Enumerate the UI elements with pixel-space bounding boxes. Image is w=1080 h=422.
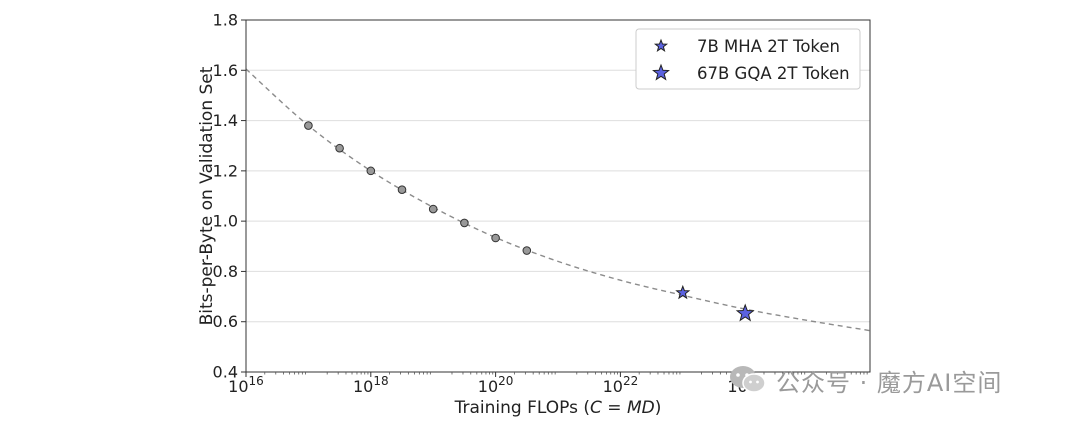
y-tick-label: 0.6 [213, 312, 238, 331]
star-67b-gqa [735, 303, 755, 322]
experiment-point [397, 185, 407, 195]
legend-label-67b: 67B GQA 2T Token [697, 64, 850, 83]
y-tick-label: 1.4 [213, 111, 238, 130]
y-tick-label: 0.4 [213, 363, 238, 382]
y-ticks: 0.4 0.6 0.8 1.0 1.2 1.4 1.6 1.8 [213, 11, 246, 382]
experiment-point [366, 166, 376, 176]
y-axis-label: Bits-per-Byte on Validation Set [197, 66, 217, 325]
experiment-point [522, 246, 532, 255]
x-tick-label: 1020 [478, 374, 514, 396]
watermark-text: 公众号 · 魔方AI空间 [776, 368, 1003, 397]
experiment-point [460, 218, 469, 228]
x-tick-label: 1016 [228, 374, 264, 396]
y-tick-label: 1.8 [213, 11, 238, 30]
legend: 7B MHA 2T Token 67B GQA 2T Token [635, 28, 861, 90]
star-7b-mha [675, 284, 691, 300]
legend-star-67b [652, 63, 670, 81]
y-tick-label: 1.6 [213, 61, 238, 80]
x-axis-label: Training FLOPs (C = MD) [454, 398, 662, 418]
legend-star-7b [653, 38, 669, 53]
grid-lines [246, 69, 870, 323]
legend-box [635, 28, 861, 90]
model-stars [675, 284, 755, 322]
experiment-point [428, 204, 438, 214]
x-tick-label: 1022 [603, 374, 639, 396]
experiment-points [304, 121, 532, 255]
legend-markers [652, 38, 670, 81]
y-tick-label: 1.0 [213, 212, 238, 231]
experiment-point [491, 233, 500, 243]
legend-label-7b: 7B MHA 2T Token [697, 37, 840, 56]
y-tick-label: 0.8 [213, 262, 238, 281]
x-tick-label: 1018 [353, 374, 389, 396]
experiment-point [335, 143, 344, 153]
plot-frame [245, 19, 871, 373]
fit-curve-layer [245, 68, 871, 332]
watermark: 公众号 · 魔方AI空间 [728, 360, 1002, 400]
experiment-point [304, 121, 313, 130]
y-tick-label: 1.2 [213, 161, 238, 180]
wechat-icon [730, 366, 766, 393]
fit-curve [245, 68, 871, 332]
